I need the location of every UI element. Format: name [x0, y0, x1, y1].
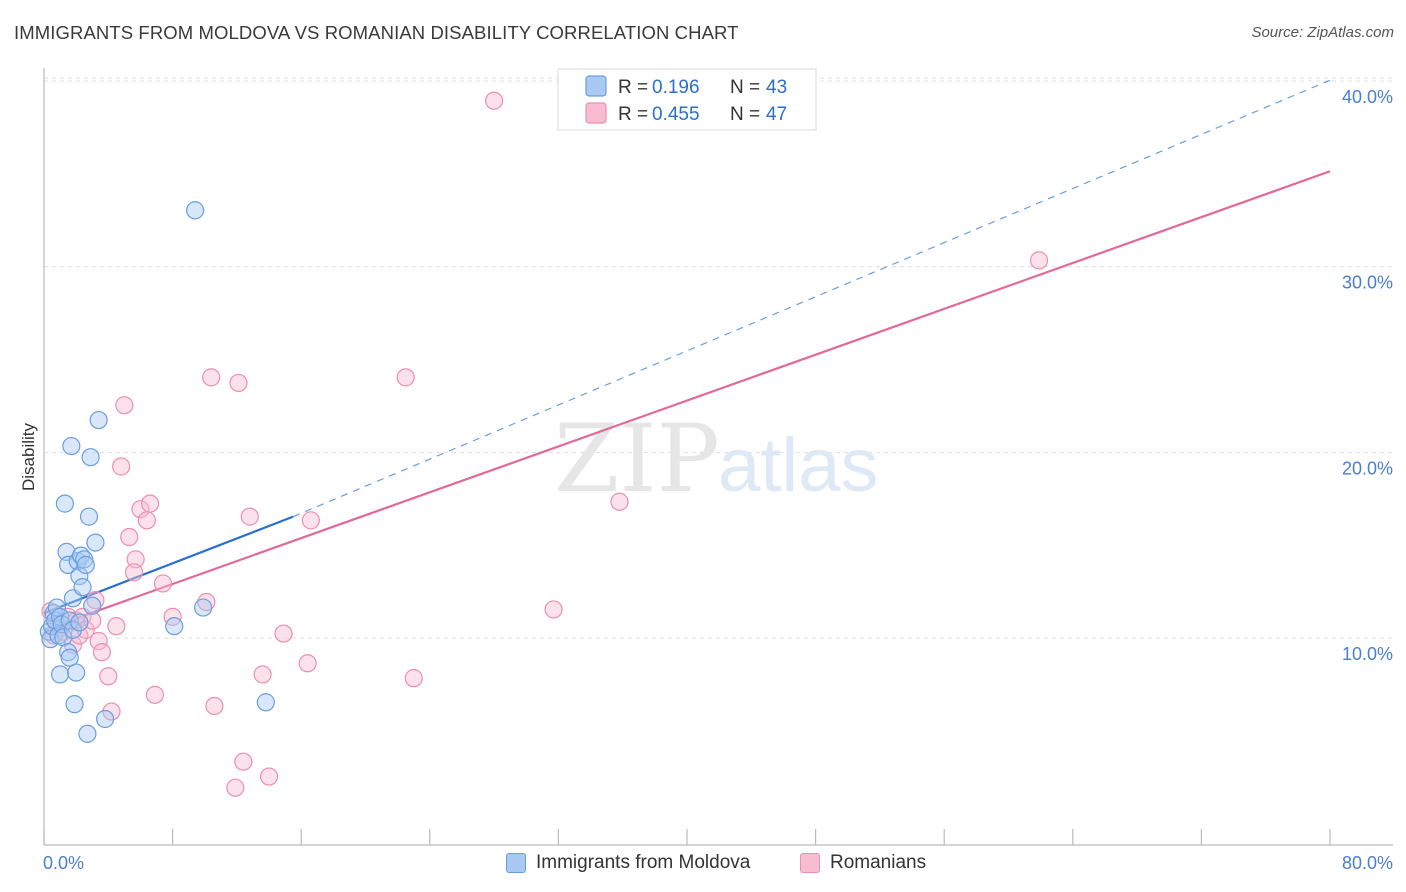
data-point-romanians	[610, 492, 629, 511]
legend-swatch-pink	[585, 102, 607, 124]
y-tick-label: 40.0%	[1342, 87, 1393, 107]
y-tick-label: 30.0%	[1342, 273, 1393, 293]
chart-title: IMMIGRANTS FROM MOLDOVA VS ROMANIAN DISA…	[14, 22, 739, 43]
legend-r-label-blue: R =	[618, 77, 648, 98]
legend-r-label-pink: R =	[618, 104, 648, 125]
data-point-romanians	[107, 617, 126, 636]
data-point-romanians	[1029, 251, 1049, 270]
data-point-romanians	[76, 620, 95, 639]
data-point-moldova	[70, 566, 89, 586]
data-point-romanians	[274, 624, 293, 643]
data-point-romanians	[226, 778, 245, 797]
data-point-romanians	[92, 643, 111, 662]
data-point-romanians	[240, 507, 259, 526]
data-point-romanians	[234, 752, 253, 771]
trend-line-romanians	[43, 170, 1331, 631]
watermark: ZIP atlas	[554, 405, 879, 514]
data-point-romanians	[89, 631, 108, 651]
data-point-romanians	[544, 600, 563, 619]
legend-label-moldova: Immigrants from Moldova	[536, 852, 751, 873]
data-point-romanians	[137, 511, 156, 530]
data-point-moldova	[73, 578, 92, 597]
legend-item-moldova: Immigrants from Moldova	[506, 852, 750, 874]
data-point-moldova	[78, 724, 97, 743]
data-point-romanians	[115, 396, 134, 415]
data-point-moldova	[186, 201, 205, 220]
data-point-moldova	[59, 555, 78, 574]
data-point-romanians	[99, 667, 118, 686]
data-point-romanians	[197, 592, 216, 612]
legend-n-label-pink: N =	[730, 104, 760, 125]
data-point-moldova	[95, 709, 115, 729]
data-point-romanians	[126, 550, 145, 569]
data-point-romanians	[140, 494, 160, 513]
y-tick-label: 10.0%	[1342, 644, 1393, 664]
data-point-moldova	[79, 507, 99, 526]
data-point-moldova	[50, 607, 70, 626]
y-tick-label: 20.0%	[1342, 458, 1393, 478]
watermark-atlas: atlas	[718, 423, 879, 508]
legend-label-romanians: Romanians	[830, 852, 927, 873]
watermark-zip: ZIP	[554, 405, 720, 514]
data-point-romanians	[301, 511, 320, 530]
data-point-moldova	[165, 617, 184, 636]
data-point-romanians	[396, 368, 415, 387]
trend-line-moldova-extrapolated	[292, 79, 1331, 518]
data-point-moldova	[89, 410, 108, 430]
data-point-romanians	[259, 767, 279, 786]
data-point-moldova	[81, 448, 100, 467]
legend-n-value-pink: 47	[766, 104, 787, 125]
data-point-moldova	[67, 663, 86, 682]
data-point-moldova	[86, 533, 105, 552]
data-point-romanians	[205, 696, 224, 716]
legend-r-value-pink: 0.455	[652, 104, 700, 125]
data-point-moldova	[62, 436, 81, 456]
x-tick-label-max: 80.0%	[1342, 853, 1393, 873]
data-point-moldova	[65, 695, 84, 714]
x-tick-label-min: 0.0%	[43, 853, 84, 873]
data-point-romanians	[112, 457, 131, 476]
stats-legend: R = 0.196 N = 43 R = 0.455 N = 47	[557, 68, 817, 131]
legend-n-label-blue: N =	[730, 77, 760, 98]
data-point-romanians	[163, 607, 182, 626]
legend-item-romanians: Romanians	[800, 852, 926, 874]
data-point-romanians	[404, 669, 423, 688]
data-point-romanians	[485, 91, 504, 110]
data-point-romanians	[202, 368, 221, 387]
data-point-moldova	[55, 494, 74, 513]
data-point-romanians	[298, 654, 317, 673]
data-point-romanians	[229, 373, 248, 393]
data-point-moldova	[76, 555, 95, 574]
data-points	[39, 91, 1049, 797]
data-point-romanians	[86, 591, 105, 610]
legend-n-value-blue: 43	[766, 77, 787, 98]
data-point-romanians	[153, 574, 173, 593]
legend-r-value-blue: 0.196	[652, 77, 700, 98]
data-point-romanians	[131, 500, 150, 519]
data-point-moldova	[70, 613, 89, 632]
legend-swatch-moldova	[506, 853, 526, 873]
axes	[43, 68, 1393, 846]
trend-lines	[43, 79, 1331, 631]
data-point-romanians	[253, 665, 272, 684]
data-point-romanians	[102, 702, 121, 721]
y-tick-labels: 10.0% 20.0% 30.0% 40.0%	[1342, 87, 1393, 664]
data-point-moldova	[50, 665, 70, 684]
grid-lines	[44, 77, 1393, 639]
trend-line-moldova	[43, 515, 294, 615]
data-point-romanians	[124, 563, 144, 582]
data-point-moldova	[63, 620, 83, 639]
data-point-romanians	[120, 527, 139, 547]
data-point-romanians	[145, 685, 165, 704]
source-credit: Source: ZipAtlas.com	[1251, 24, 1394, 41]
legend-swatch-romanians	[800, 853, 820, 873]
series-legend: Immigrants from Moldova Romanians	[0, 852, 1406, 876]
data-point-moldova	[256, 693, 275, 712]
legend-swatch-blue	[585, 75, 607, 97]
data-point-moldova	[83, 596, 102, 615]
data-point-moldova	[194, 598, 213, 617]
y-axis-label: Disability	[19, 422, 38, 491]
